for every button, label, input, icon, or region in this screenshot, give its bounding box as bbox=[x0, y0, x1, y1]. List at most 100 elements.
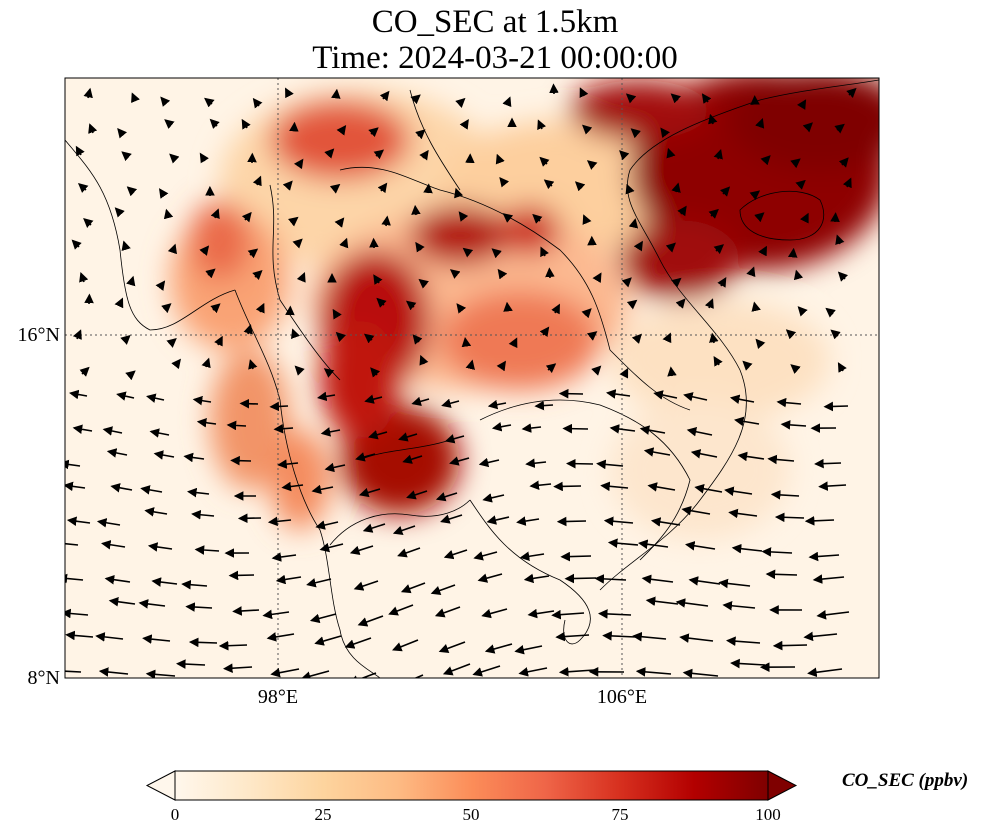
wind-arrow bbox=[619, 367, 629, 379]
wind-arrow bbox=[243, 323, 253, 335]
wind-arrow bbox=[201, 357, 211, 369]
wind-arrow bbox=[713, 244, 725, 255]
wind-arrow bbox=[181, 579, 208, 590]
wind-arrow bbox=[185, 602, 213, 612]
wind-arrow bbox=[742, 360, 753, 371]
wind-arrow bbox=[72, 424, 93, 435]
wind-arrow bbox=[660, 127, 670, 139]
wind-arrow bbox=[411, 204, 421, 216]
wind-arrow bbox=[311, 484, 334, 495]
wind-arrow bbox=[454, 187, 464, 199]
wind-arrow bbox=[376, 297, 387, 308]
wind-arrow bbox=[277, 459, 299, 469]
wind-arrow bbox=[816, 610, 850, 620]
wind-arrow bbox=[145, 669, 176, 678]
wind-arrow bbox=[540, 246, 549, 258]
wind-arrow bbox=[110, 483, 133, 493]
wind-arrow bbox=[472, 665, 501, 677]
wind-arrow bbox=[270, 667, 300, 678]
wind-arrow bbox=[381, 215, 391, 227]
wind-arrow bbox=[731, 543, 763, 554]
wind-arrow bbox=[537, 119, 547, 131]
wind-arrow bbox=[65, 630, 94, 641]
wind-arrow bbox=[95, 632, 124, 642]
wind-arrow bbox=[534, 400, 554, 411]
wind-arrow bbox=[323, 368, 335, 378]
wind-arrow bbox=[713, 356, 723, 367]
wind-arrow bbox=[306, 578, 332, 588]
colorbar-tick-25: 25 bbox=[314, 805, 332, 824]
wind-arrow bbox=[594, 574, 627, 584]
wind-arrow bbox=[465, 359, 475, 371]
wind-arrow bbox=[373, 149, 385, 160]
wind-arrow bbox=[72, 329, 82, 340]
wind-arrow bbox=[529, 480, 552, 491]
wind-arrow bbox=[166, 337, 177, 348]
co-field bbox=[65, 78, 879, 678]
wind-arrow bbox=[275, 574, 302, 585]
wind-arrow bbox=[812, 574, 845, 584]
lon-label-106e: 106°E bbox=[596, 686, 648, 708]
wind-arrow bbox=[355, 452, 376, 462]
wind-arrow bbox=[516, 516, 540, 526]
wind-arrow bbox=[290, 328, 301, 340]
wind-arrow bbox=[804, 516, 835, 526]
wind-arrow bbox=[102, 426, 123, 436]
wind-arrow bbox=[679, 633, 714, 643]
wind-arrow bbox=[790, 364, 801, 375]
wind-arrow bbox=[292, 238, 303, 249]
wind-arrow bbox=[553, 481, 582, 492]
wind-arrow bbox=[551, 303, 560, 315]
wind-arrow bbox=[455, 97, 466, 108]
wind-arrow bbox=[300, 670, 330, 678]
wind-arrow bbox=[196, 417, 217, 428]
wind-arrow bbox=[101, 539, 126, 550]
wind-arrow bbox=[332, 308, 342, 320]
wind-arrow bbox=[525, 458, 547, 469]
wind-arrow bbox=[645, 596, 679, 607]
wind-arrow bbox=[482, 493, 505, 503]
wind-arrow bbox=[755, 338, 766, 349]
wind-arrow bbox=[671, 277, 682, 288]
lon-label-98e: 98°E bbox=[257, 686, 299, 708]
wind-arrow bbox=[344, 637, 372, 649]
wind-arrow bbox=[491, 248, 502, 259]
wind-arrow bbox=[647, 482, 676, 492]
wind-arrow bbox=[392, 639, 419, 652]
wind-arrow bbox=[142, 634, 171, 644]
colorbar-tick-50: 50 bbox=[462, 805, 480, 824]
wind-arrow bbox=[527, 608, 555, 619]
wind-arrow bbox=[223, 663, 253, 673]
wind-arrow bbox=[151, 577, 178, 587]
wind-arrow bbox=[125, 370, 136, 381]
wind-arrow bbox=[767, 454, 795, 465]
wind-arrow bbox=[423, 183, 433, 194]
wind-arrow bbox=[406, 490, 428, 500]
wind-arrow bbox=[368, 430, 388, 440]
wind-arrow bbox=[726, 636, 761, 646]
wind-arrow bbox=[443, 549, 468, 560]
wind-arrow bbox=[191, 509, 215, 520]
wind-arrow bbox=[600, 481, 629, 492]
wind-arrow bbox=[603, 516, 634, 527]
wind-arrow bbox=[319, 542, 344, 553]
wind-arrow bbox=[582, 214, 592, 225]
wind-arrow bbox=[797, 99, 807, 110]
wind-arrow bbox=[411, 396, 430, 407]
wind-arrow bbox=[269, 401, 289, 412]
wind-arrow bbox=[835, 234, 845, 246]
wind-arrow bbox=[635, 667, 672, 677]
wind-arrow bbox=[737, 451, 765, 462]
wind-arrow bbox=[499, 176, 510, 188]
wind-arrow bbox=[837, 362, 847, 373]
wind-arrow bbox=[232, 606, 260, 616]
wind-arrow bbox=[252, 270, 263, 281]
wind-arrow bbox=[121, 240, 131, 252]
wind-arrow bbox=[434, 606, 461, 618]
wind-arrow bbox=[392, 525, 416, 536]
wind-arrow bbox=[539, 326, 550, 338]
wind-arrow bbox=[77, 183, 89, 193]
wind-arrow bbox=[357, 615, 384, 627]
wind-arrow bbox=[459, 119, 469, 130]
wind-arrow bbox=[146, 393, 165, 403]
